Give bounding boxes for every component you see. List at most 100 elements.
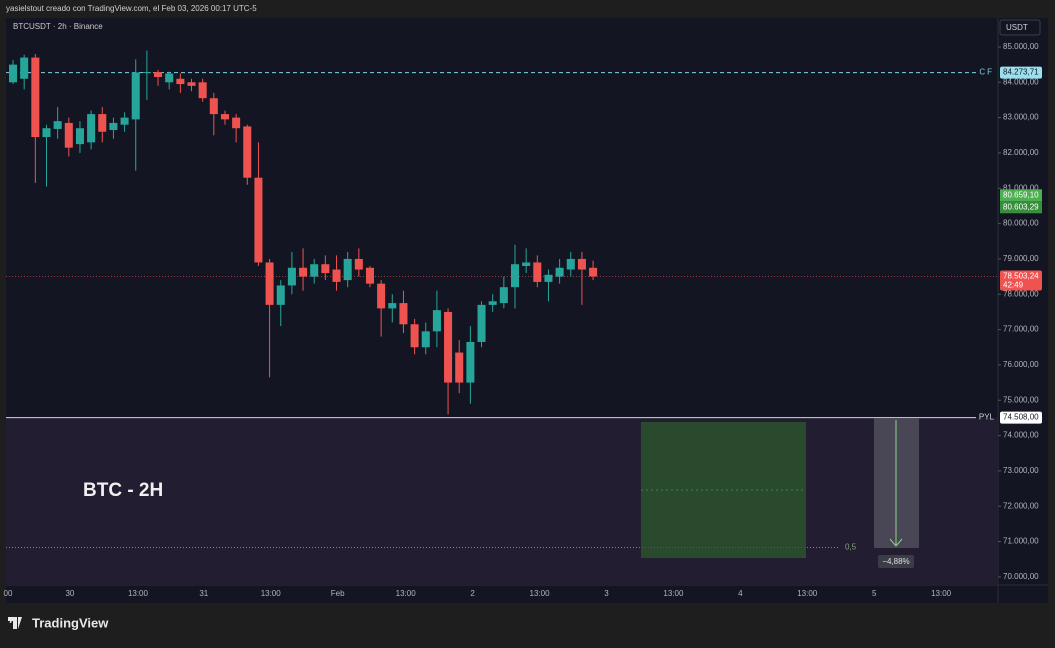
candle-body: [31, 57, 40, 138]
y-tick-label: 76.000,00: [1003, 360, 1039, 369]
candle-body: [209, 98, 218, 115]
candle-body: [64, 122, 73, 148]
candle-body: [332, 269, 341, 282]
candle-body: [42, 128, 51, 138]
arrow-head: [889, 538, 903, 547]
candle-body: [566, 258, 575, 270]
y-tick-label: 84.000,00: [1003, 77, 1039, 86]
brand-logo: [8, 617, 22, 629]
candle-body: [109, 122, 118, 130]
level-tag: [1000, 66, 1042, 79]
y-tick-label: 80.000,00: [1003, 219, 1039, 228]
candle-body: [276, 285, 285, 305]
y-tick-label: 83.000,00: [1003, 113, 1039, 122]
y-tick-label: 70.000,00: [1003, 572, 1039, 581]
last-price-tag: [1000, 270, 1042, 291]
candle-body: [131, 72, 140, 120]
target-box: [641, 422, 806, 558]
candle-body: [343, 258, 352, 281]
candle-body: [421, 331, 430, 348]
y-tick-label: 73.000,00: [1003, 466, 1039, 475]
candle-body: [187, 82, 196, 86]
candle-body: [365, 267, 374, 284]
y-tick-label: 85.000,00: [1003, 42, 1039, 51]
candle-body: [176, 78, 185, 85]
candle-body: [455, 352, 464, 383]
candle-body: [544, 274, 553, 282]
candle-body: [53, 121, 62, 129]
x-tick-label: 30: [65, 589, 74, 598]
x-tick-label: 2: [470, 589, 475, 598]
candle-body: [232, 117, 241, 129]
candle-body: [154, 72, 163, 77]
y-tick-label: 72.000,00: [1003, 501, 1039, 510]
candle-body: [510, 264, 520, 288]
candle-body: [589, 267, 598, 277]
chart-title: BTCUSDT · 2h · Binance: [13, 22, 103, 31]
level-tag: [1000, 411, 1042, 424]
last-price-label: 78.503,24: [1003, 272, 1039, 281]
currency-button[interactable]: [999, 19, 1041, 36]
candle-body: [466, 341, 475, 383]
candle-body: [254, 177, 263, 263]
candle-body: [98, 114, 107, 132]
x-tick-label: 13:00: [797, 589, 818, 598]
candle-body: [410, 324, 419, 348]
candle-body: [577, 258, 586, 270]
price-tag: [1000, 201, 1042, 214]
level-name: CF: [979, 68, 994, 77]
candle-body: [310, 264, 319, 277]
y-tick-label: 78.000,00: [1003, 289, 1039, 298]
currency-label[interactable]: USDT: [1006, 23, 1028, 32]
candle-body: [488, 301, 497, 305]
change-badge: [878, 555, 914, 568]
candle-body: [265, 262, 274, 305]
x-tick-label: 00: [4, 589, 13, 598]
candle-body: [522, 262, 531, 266]
y-tick-label: 81.000,00: [1003, 183, 1039, 192]
candle-body: [142, 72, 151, 74]
candle-body: [220, 114, 229, 120]
y-tick-label: 77.000,00: [1003, 325, 1039, 334]
y-tick-label: 79.000,00: [1003, 254, 1039, 263]
price-tag-label: 80.603,29: [1003, 202, 1039, 211]
candle-body: [377, 283, 386, 309]
x-tick-label: 13:00: [931, 589, 952, 598]
x-tick-label: 13:00: [663, 589, 684, 598]
y-tick-label: 82.000,00: [1003, 148, 1039, 157]
fib-label: 0,5: [845, 543, 857, 552]
candle-body: [354, 258, 363, 270]
candle-body: [75, 128, 84, 145]
countdown: 42:49: [1003, 281, 1024, 290]
candle-body: [444, 311, 453, 383]
candle-body: [388, 303, 397, 309]
x-tick-label: 13:00: [261, 589, 282, 598]
brand-icon: ⁷: [8, 614, 14, 631]
level-label: 74.508,00: [1003, 413, 1039, 422]
candle-body: [432, 310, 441, 332]
candle-body: [87, 114, 96, 143]
x-tick-label: 3: [604, 589, 609, 598]
candle-body: [243, 126, 252, 178]
annotation: BTC - 2H: [83, 480, 163, 501]
zone: [6, 417, 998, 585]
caption: yasielstout creado con TradingView.com, …: [6, 4, 257, 13]
candle-body: [9, 64, 18, 83]
candle-body: [399, 303, 408, 325]
level-label: 84.273,71: [1003, 68, 1039, 77]
price-tag: [1000, 189, 1042, 202]
x-tick-label: 13:00: [396, 589, 417, 598]
x-tick-label: 13:00: [128, 589, 149, 598]
candle-body: [555, 267, 564, 277]
x-tick-label: 5: [872, 589, 877, 598]
y-tick-label: 74.000,00: [1003, 431, 1039, 440]
candle-body: [533, 262, 542, 282]
candle-body: [321, 264, 330, 274]
level-name: PYL: [979, 413, 995, 422]
candle-body: [165, 73, 174, 83]
candle-body: [477, 304, 486, 342]
change-label: −4,88%: [882, 557, 909, 566]
candle-body: [499, 287, 508, 304]
